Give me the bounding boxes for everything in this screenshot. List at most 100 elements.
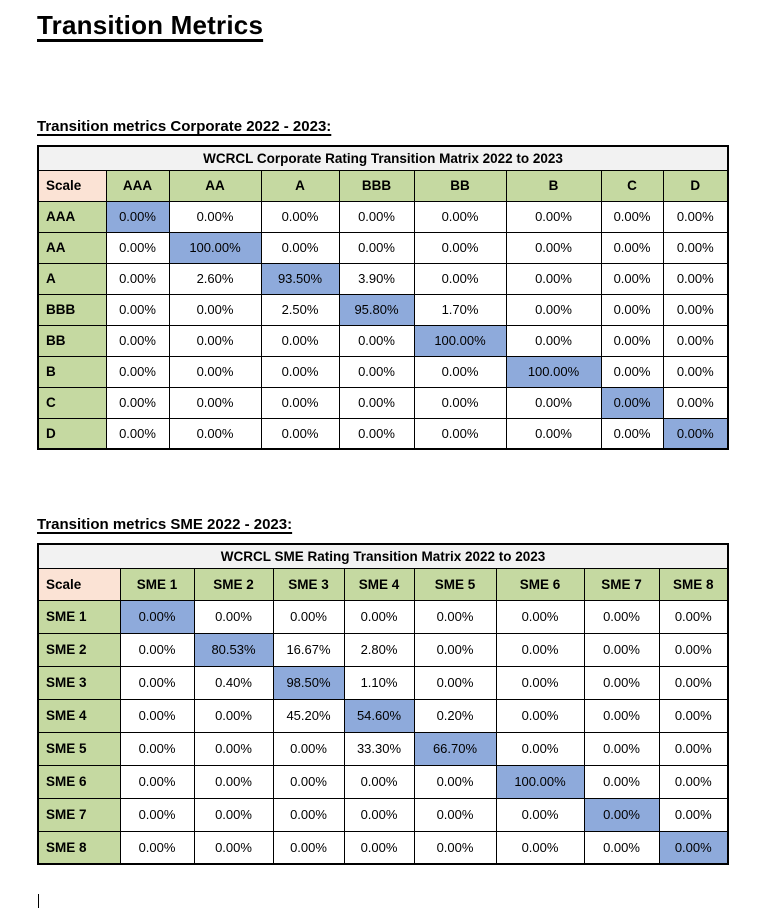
matrix-cell: 0.00% <box>105 386 170 419</box>
matrix-cell: 0.00% <box>583 797 660 832</box>
matrix-row-c: C 0.00% 0.00% 0.00% 0.00% 0.00% 0.00% 0.00% 0.00… <box>37 386 729 419</box>
matrix-cell: 0.00% <box>338 386 415 419</box>
matrix-row-b: B 0.00% 0.00% 0.00% 0.00% 0.00% 100.00% 0.00% 0.… <box>37 355 729 388</box>
matrix-cell: 0.00% <box>338 231 415 264</box>
row-label-cell: SME 4 <box>37 698 121 733</box>
matrix-cell: 0.00% <box>338 417 415 450</box>
table-title-row: WCRCL Corporate Rating Transition Matrix… <box>37 145 729 171</box>
matrix-cell: 16.67% <box>272 632 345 667</box>
row-label-cell: B <box>37 355 107 388</box>
matrix-cell: 100.00% <box>413 324 507 357</box>
matrix-cell: 0.00% <box>658 665 729 700</box>
matrix-cell: 0.00% <box>168 355 262 388</box>
document-page: Transition Metrics Transition metrics Co… <box>37 10 729 865</box>
matrix-cell: 2.60% <box>168 262 262 295</box>
matrix-cell: 0.00% <box>413 231 507 264</box>
matrix-cell: 66.70% <box>413 731 497 766</box>
matrix-row-sme-7: SME 7 0.00% 0.00% 0.00% 0.00% 0.00% 0.00% 0.00%… <box>37 797 729 832</box>
matrix-cell: 0.00% <box>338 324 415 357</box>
matrix-cell: 0.00% <box>105 417 170 450</box>
matrix-cell: 45.20% <box>272 698 345 733</box>
matrix-cell: 0.00% <box>343 599 415 634</box>
matrix-cell: 0.00% <box>343 830 415 865</box>
matrix-cell: 0.00% <box>495 797 585 832</box>
matrix-cell: 1.10% <box>343 665 415 700</box>
matrix-cell: 0.00% <box>583 764 660 799</box>
matrix-cell: 0.00% <box>658 797 729 832</box>
matrix-cell: 0.20% <box>413 698 497 733</box>
matrix-cell: 0.00% <box>495 599 585 634</box>
page-title: Transition Metrics <box>37 10 264 40</box>
matrix-cell: 0.00% <box>193 797 274 832</box>
matrix-cell: 0.00% <box>105 231 170 264</box>
matrix-cell: 0.00% <box>600 355 664 388</box>
matrix-row-sme-8: SME 8 0.00% 0.00% 0.00% 0.00% 0.00% 0.00% 0.00%… <box>37 830 729 865</box>
matrix-cell: 0.00% <box>272 830 345 865</box>
matrix-cell: 0.00% <box>658 698 729 733</box>
row-label-cell: SME 8 <box>37 830 121 865</box>
matrix-cell: 0.00% <box>662 262 729 295</box>
matrix-cell: 2.50% <box>260 293 340 326</box>
column-header-aaa: AAA <box>105 169 170 202</box>
row-label-cell: SME 7 <box>37 797 121 832</box>
matrix-cell: 0.00% <box>583 731 660 766</box>
matrix-cell: 0.00% <box>505 231 602 264</box>
matrix-cell: 0.00% <box>583 698 660 733</box>
matrix-cell: 0.00% <box>658 632 729 667</box>
matrix-cell: 0.00% <box>662 417 729 450</box>
matrix-cell: 0.00% <box>119 599 195 634</box>
corporate-section-heading: Transition metrics Corporate 2022 - 2023… <box>37 118 332 135</box>
matrix-cell: 0.00% <box>583 632 660 667</box>
matrix-cell: 0.00% <box>413 797 497 832</box>
matrix-row-sme-5: SME 5 0.00% 0.00% 0.00% 33.30% 66.70% 0.00% 0.0… <box>37 731 729 766</box>
matrix-cell: 0.00% <box>662 231 729 264</box>
row-label-cell: BB <box>37 324 107 357</box>
matrix-cell: 0.00% <box>495 665 585 700</box>
column-header-aa: AA <box>168 169 262 202</box>
matrix-cell: 54.60% <box>343 698 415 733</box>
column-header-a: A <box>260 169 340 202</box>
matrix-cell: 80.53% <box>193 632 274 667</box>
column-header-sme-4: SME 4 <box>343 567 415 601</box>
matrix-row-sme-6: SME 6 0.00% 0.00% 0.00% 0.00% 0.00% 100.00% 0.0… <box>37 764 729 799</box>
matrix-cell: 0.00% <box>413 632 497 667</box>
matrix-cell: 0.00% <box>105 355 170 388</box>
matrix-cell: 0.00% <box>505 386 602 419</box>
matrix-cell: 0.00% <box>658 764 729 799</box>
matrix-cell: 0.00% <box>119 632 195 667</box>
scale-header-cell: Scale <box>37 567 121 601</box>
matrix-cell: 0.00% <box>600 293 664 326</box>
row-label-cell: SME 2 <box>37 632 121 667</box>
matrix-cell: 98.50% <box>272 665 345 700</box>
matrix-cell: 0.00% <box>413 200 507 233</box>
matrix-row-sme-3: SME 3 0.00% 0.40% 98.50% 1.10% 0.00% 0.00% 0.00… <box>37 665 729 700</box>
table-title-row: WCRCL SME Rating Transition Matrix 2022 … <box>37 543 729 569</box>
matrix-cell: 0.00% <box>168 417 262 450</box>
matrix-cell: 0.00% <box>658 731 729 766</box>
matrix-cell: 0.00% <box>272 797 345 832</box>
matrix-cell: 0.00% <box>260 231 340 264</box>
matrix-cell: 0.00% <box>600 324 664 357</box>
column-header-bbb: BBB <box>338 169 415 202</box>
matrix-cell: 0.00% <box>505 324 602 357</box>
matrix-cell: 0.00% <box>413 355 507 388</box>
row-label-cell: AAA <box>37 200 107 233</box>
matrix-cell: 0.00% <box>272 764 345 799</box>
matrix-cell: 0.00% <box>119 797 195 832</box>
column-header-sme-7: SME 7 <box>583 567 660 601</box>
matrix-cell: 0.00% <box>193 731 274 766</box>
matrix-cell: 0.00% <box>193 830 274 865</box>
matrix-cell: 0.00% <box>193 698 274 733</box>
row-label-cell: D <box>37 417 107 450</box>
sme-table-body: SME 1 0.00% 0.00% 0.00% 0.00% 0.00% 0.00% 0.00%… <box>37 599 729 865</box>
matrix-cell: 0.00% <box>495 731 585 766</box>
matrix-cell: 0.00% <box>338 355 415 388</box>
row-label-cell: SME 6 <box>37 764 121 799</box>
sme-transition-matrix-table: WCRCL SME Rating Transition Matrix 2022 … <box>37 543 729 865</box>
matrix-cell: 0.00% <box>272 599 345 634</box>
matrix-cell: 0.00% <box>413 599 497 634</box>
matrix-cell: 0.00% <box>193 599 274 634</box>
matrix-cell: 0.00% <box>505 417 602 450</box>
matrix-cell: 0.00% <box>193 764 274 799</box>
text-cursor <box>38 894 39 908</box>
